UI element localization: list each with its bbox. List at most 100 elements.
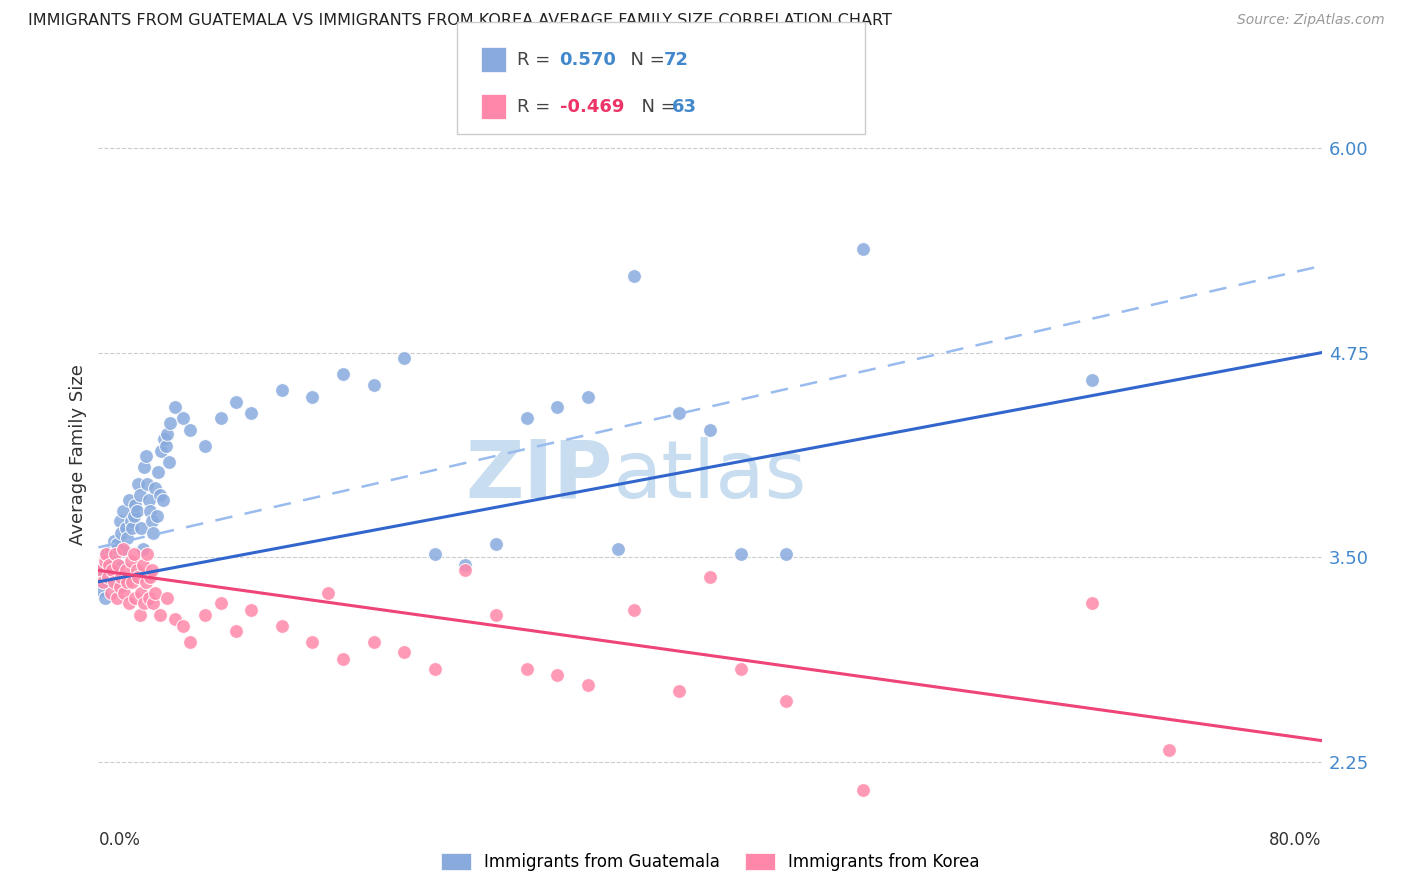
Text: N =: N = bbox=[619, 51, 671, 69]
Point bbox=[125, 563, 148, 577]
Point bbox=[104, 574, 127, 589]
Point bbox=[699, 423, 721, 437]
Point bbox=[392, 351, 416, 365]
Point bbox=[90, 582, 112, 597]
Point bbox=[115, 521, 138, 535]
Point bbox=[454, 563, 477, 577]
Point bbox=[141, 514, 163, 528]
Text: IMMIGRANTS FROM GUATEMALA VS IMMIGRANTS FROM KOREA AVERAGE FAMILY SIZE CORRELATI: IMMIGRANTS FROM GUATEMALA VS IMMIGRANTS … bbox=[28, 13, 891, 29]
Point bbox=[94, 547, 117, 561]
Point bbox=[110, 570, 132, 584]
Point bbox=[270, 384, 294, 398]
Point bbox=[157, 455, 180, 469]
Point bbox=[623, 268, 645, 283]
Point bbox=[142, 525, 165, 540]
Point bbox=[118, 492, 141, 507]
Point bbox=[132, 542, 155, 557]
Point bbox=[301, 390, 323, 404]
Point bbox=[141, 563, 163, 577]
Point bbox=[97, 574, 120, 589]
Point bbox=[163, 612, 186, 626]
Point bbox=[363, 378, 385, 392]
Point bbox=[516, 662, 538, 676]
Point bbox=[316, 586, 339, 600]
Point bbox=[668, 684, 690, 698]
Point bbox=[135, 449, 157, 463]
Point bbox=[107, 558, 129, 573]
Point bbox=[139, 570, 162, 584]
Point bbox=[97, 570, 120, 584]
Point bbox=[454, 558, 477, 573]
Point bbox=[100, 586, 122, 600]
Point bbox=[149, 488, 172, 502]
Point bbox=[101, 563, 124, 577]
Point bbox=[270, 619, 294, 633]
Point bbox=[139, 504, 162, 518]
Point bbox=[155, 439, 177, 453]
Text: N =: N = bbox=[630, 98, 682, 116]
Point bbox=[98, 558, 121, 573]
Point bbox=[150, 443, 173, 458]
Point bbox=[134, 596, 156, 610]
Point bbox=[135, 574, 157, 589]
Point bbox=[179, 635, 201, 649]
Point bbox=[136, 547, 159, 561]
Point bbox=[152, 492, 174, 507]
Point bbox=[775, 694, 797, 708]
Point bbox=[125, 504, 148, 518]
Point bbox=[775, 547, 797, 561]
Point bbox=[127, 476, 149, 491]
Text: 0.0%: 0.0% bbox=[98, 830, 141, 848]
Point bbox=[146, 465, 169, 479]
Point bbox=[179, 423, 201, 437]
Point bbox=[423, 547, 446, 561]
Point bbox=[93, 591, 115, 606]
Point bbox=[240, 602, 263, 616]
Point bbox=[142, 596, 165, 610]
Point bbox=[145, 509, 167, 524]
Point bbox=[111, 504, 134, 518]
Point bbox=[1157, 743, 1180, 757]
Point bbox=[623, 602, 645, 616]
Point bbox=[143, 586, 166, 600]
Point bbox=[156, 427, 179, 442]
Point bbox=[122, 509, 145, 524]
Point bbox=[104, 547, 127, 561]
Point bbox=[103, 574, 125, 589]
Point bbox=[136, 476, 159, 491]
Point bbox=[209, 411, 232, 425]
Point bbox=[485, 607, 508, 622]
Point bbox=[107, 558, 129, 573]
Point bbox=[121, 574, 143, 589]
Point bbox=[115, 563, 138, 577]
Point bbox=[117, 531, 139, 545]
Point bbox=[108, 580, 131, 594]
Point bbox=[546, 668, 568, 682]
Text: ZIP: ZIP bbox=[465, 437, 612, 515]
Point bbox=[225, 394, 247, 409]
Point bbox=[120, 553, 142, 567]
Point bbox=[138, 591, 160, 606]
Point bbox=[730, 662, 752, 676]
Point bbox=[156, 591, 179, 606]
Point bbox=[105, 591, 128, 606]
Point bbox=[699, 570, 721, 584]
Point bbox=[128, 607, 150, 622]
Point bbox=[852, 782, 875, 797]
Text: atlas: atlas bbox=[612, 437, 807, 515]
Text: R =: R = bbox=[517, 98, 557, 116]
Text: 80.0%: 80.0% bbox=[1270, 830, 1322, 848]
Point bbox=[576, 678, 599, 692]
Point bbox=[112, 586, 135, 600]
Point bbox=[132, 558, 155, 573]
Point bbox=[98, 558, 121, 573]
Point bbox=[91, 574, 114, 589]
Point bbox=[153, 433, 176, 447]
Point bbox=[143, 482, 166, 496]
Point bbox=[124, 498, 146, 512]
Point bbox=[1081, 596, 1104, 610]
Point bbox=[128, 488, 150, 502]
Point bbox=[1081, 373, 1104, 387]
Text: -0.469: -0.469 bbox=[560, 98, 624, 116]
Point bbox=[101, 553, 124, 567]
